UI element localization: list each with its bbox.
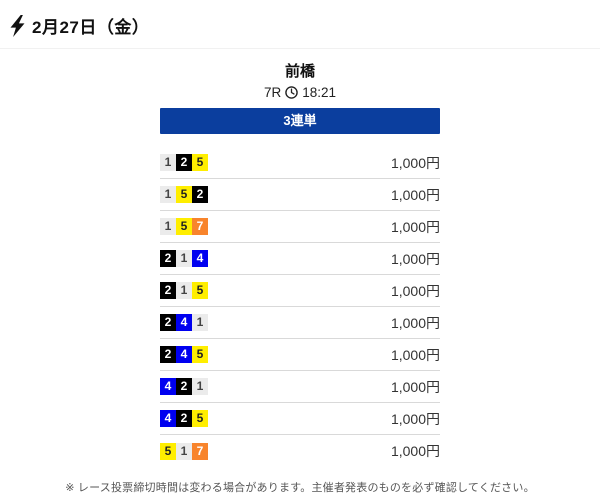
bet-amount: 1,000円 (390, 218, 440, 235)
number-box: 2 (160, 346, 176, 363)
number-box: 5 (176, 218, 192, 235)
number-box: 2 (160, 282, 176, 299)
bet-amount: 1,000円 (390, 282, 440, 299)
number-box: 5 (192, 346, 208, 363)
bet-amount: 1,000円 (390, 378, 440, 395)
number-box: 1 (176, 442, 192, 460)
number-box: 4 (192, 250, 208, 267)
bet-amount: 1,000円 (390, 346, 440, 363)
number-box: 5 (160, 442, 176, 460)
number-box: 1 (176, 282, 192, 299)
number-box: 2 (176, 378, 192, 395)
bet-type-banner: 3連単 (160, 108, 440, 134)
bet-amount: 1,000円 (390, 314, 440, 331)
number-box: 4 (160, 410, 176, 427)
number-box: 2 (192, 186, 208, 203)
venue-name: 前橋 (284, 63, 315, 80)
number-box: 1 (160, 218, 176, 235)
number-box: 5 (192, 282, 208, 299)
bet-amount: 1,000円 (390, 410, 440, 427)
number-box: 2 (176, 154, 192, 171)
number-box: 1 (192, 314, 208, 331)
number-box: 1 (176, 250, 192, 267)
number-box: 1 (192, 378, 208, 395)
number-box: 5 (176, 186, 192, 203)
race-meta: 7R 18:21 (0, 85, 600, 100)
number-box: 4 (176, 346, 192, 363)
bet-amount: 1,000円 (390, 154, 440, 171)
bet-amount: 1,000円 (390, 250, 440, 267)
race-number: 7R (263, 85, 282, 100)
date-label: 2月27日（金） (32, 18, 150, 37)
number-box: 1 (160, 154, 176, 171)
number-box: 7 (192, 442, 208, 460)
number-box: 4 (160, 378, 176, 395)
bet-amount: 1,000円 (390, 186, 440, 203)
number-box: 2 (160, 250, 176, 267)
notice-text: ※ レース投票締切時間は変わる場合があります。主催者発表のものを必ず確認してくだ… (65, 482, 535, 494)
number-box: 5 (192, 410, 208, 427)
number-box: 7 (192, 218, 208, 235)
clock-icon (285, 86, 299, 99)
race-time: 18:21 (302, 85, 337, 100)
number-box: 1 (160, 186, 176, 203)
number-box: 5 (192, 154, 208, 171)
number-box: 2 (176, 410, 192, 427)
number-box: 2 (160, 314, 176, 331)
race-info: 前橋 7R 18:21 (0, 60, 600, 100)
date-header: 2月27日（金） (0, 0, 600, 49)
bet-type-label: 3連単 (283, 113, 317, 128)
number-box: 4 (176, 314, 192, 331)
bet-amount: 1,000円 (390, 443, 440, 459)
lightning-icon (9, 14, 26, 37)
